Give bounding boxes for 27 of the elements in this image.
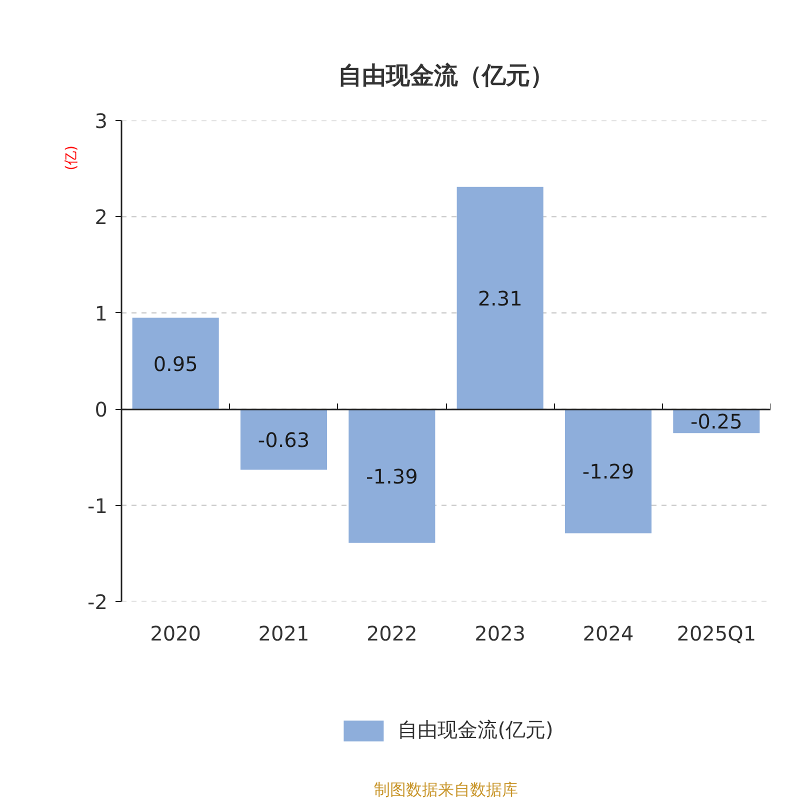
x-tick-label: 2020 bbox=[150, 622, 202, 646]
data-label: -1.39 bbox=[366, 464, 418, 488]
y-tick-label: 1 bbox=[94, 301, 108, 326]
x-tick-label: 2021 bbox=[258, 622, 310, 646]
bar bbox=[132, 318, 219, 410]
y-tick-label: 2 bbox=[94, 205, 108, 230]
bar bbox=[348, 409, 436, 543]
bar bbox=[240, 409, 328, 470]
y-axis-title: (亿) bbox=[64, 145, 80, 170]
x-tick-label: 2025Q1 bbox=[676, 622, 756, 646]
text: 制图数据来自数据库 bbox=[374, 780, 518, 799]
chart-title: 自由现金流（亿元） bbox=[338, 62, 554, 90]
data-label: -0.25 bbox=[690, 410, 742, 434]
data-label: -1.29 bbox=[582, 460, 634, 484]
data-label: 2.31 bbox=[478, 286, 522, 310]
legend-label: 自由现金流(亿元) bbox=[398, 716, 554, 744]
x-tick-label: 2023 bbox=[474, 622, 526, 646]
x-tick-label: 2022 bbox=[366, 622, 418, 646]
x-tick-label: 2024 bbox=[582, 622, 634, 646]
data-label: -0.63 bbox=[258, 428, 310, 452]
bar bbox=[456, 186, 544, 410]
y-tick-label: -2 bbox=[88, 590, 108, 614]
y-tick-label: 3 bbox=[94, 109, 108, 133]
data-label: 0.95 bbox=[153, 352, 198, 376]
y-tick-label: 0 bbox=[94, 398, 108, 422]
bar bbox=[564, 409, 652, 534]
y-tick-label: -1 bbox=[88, 494, 108, 518]
